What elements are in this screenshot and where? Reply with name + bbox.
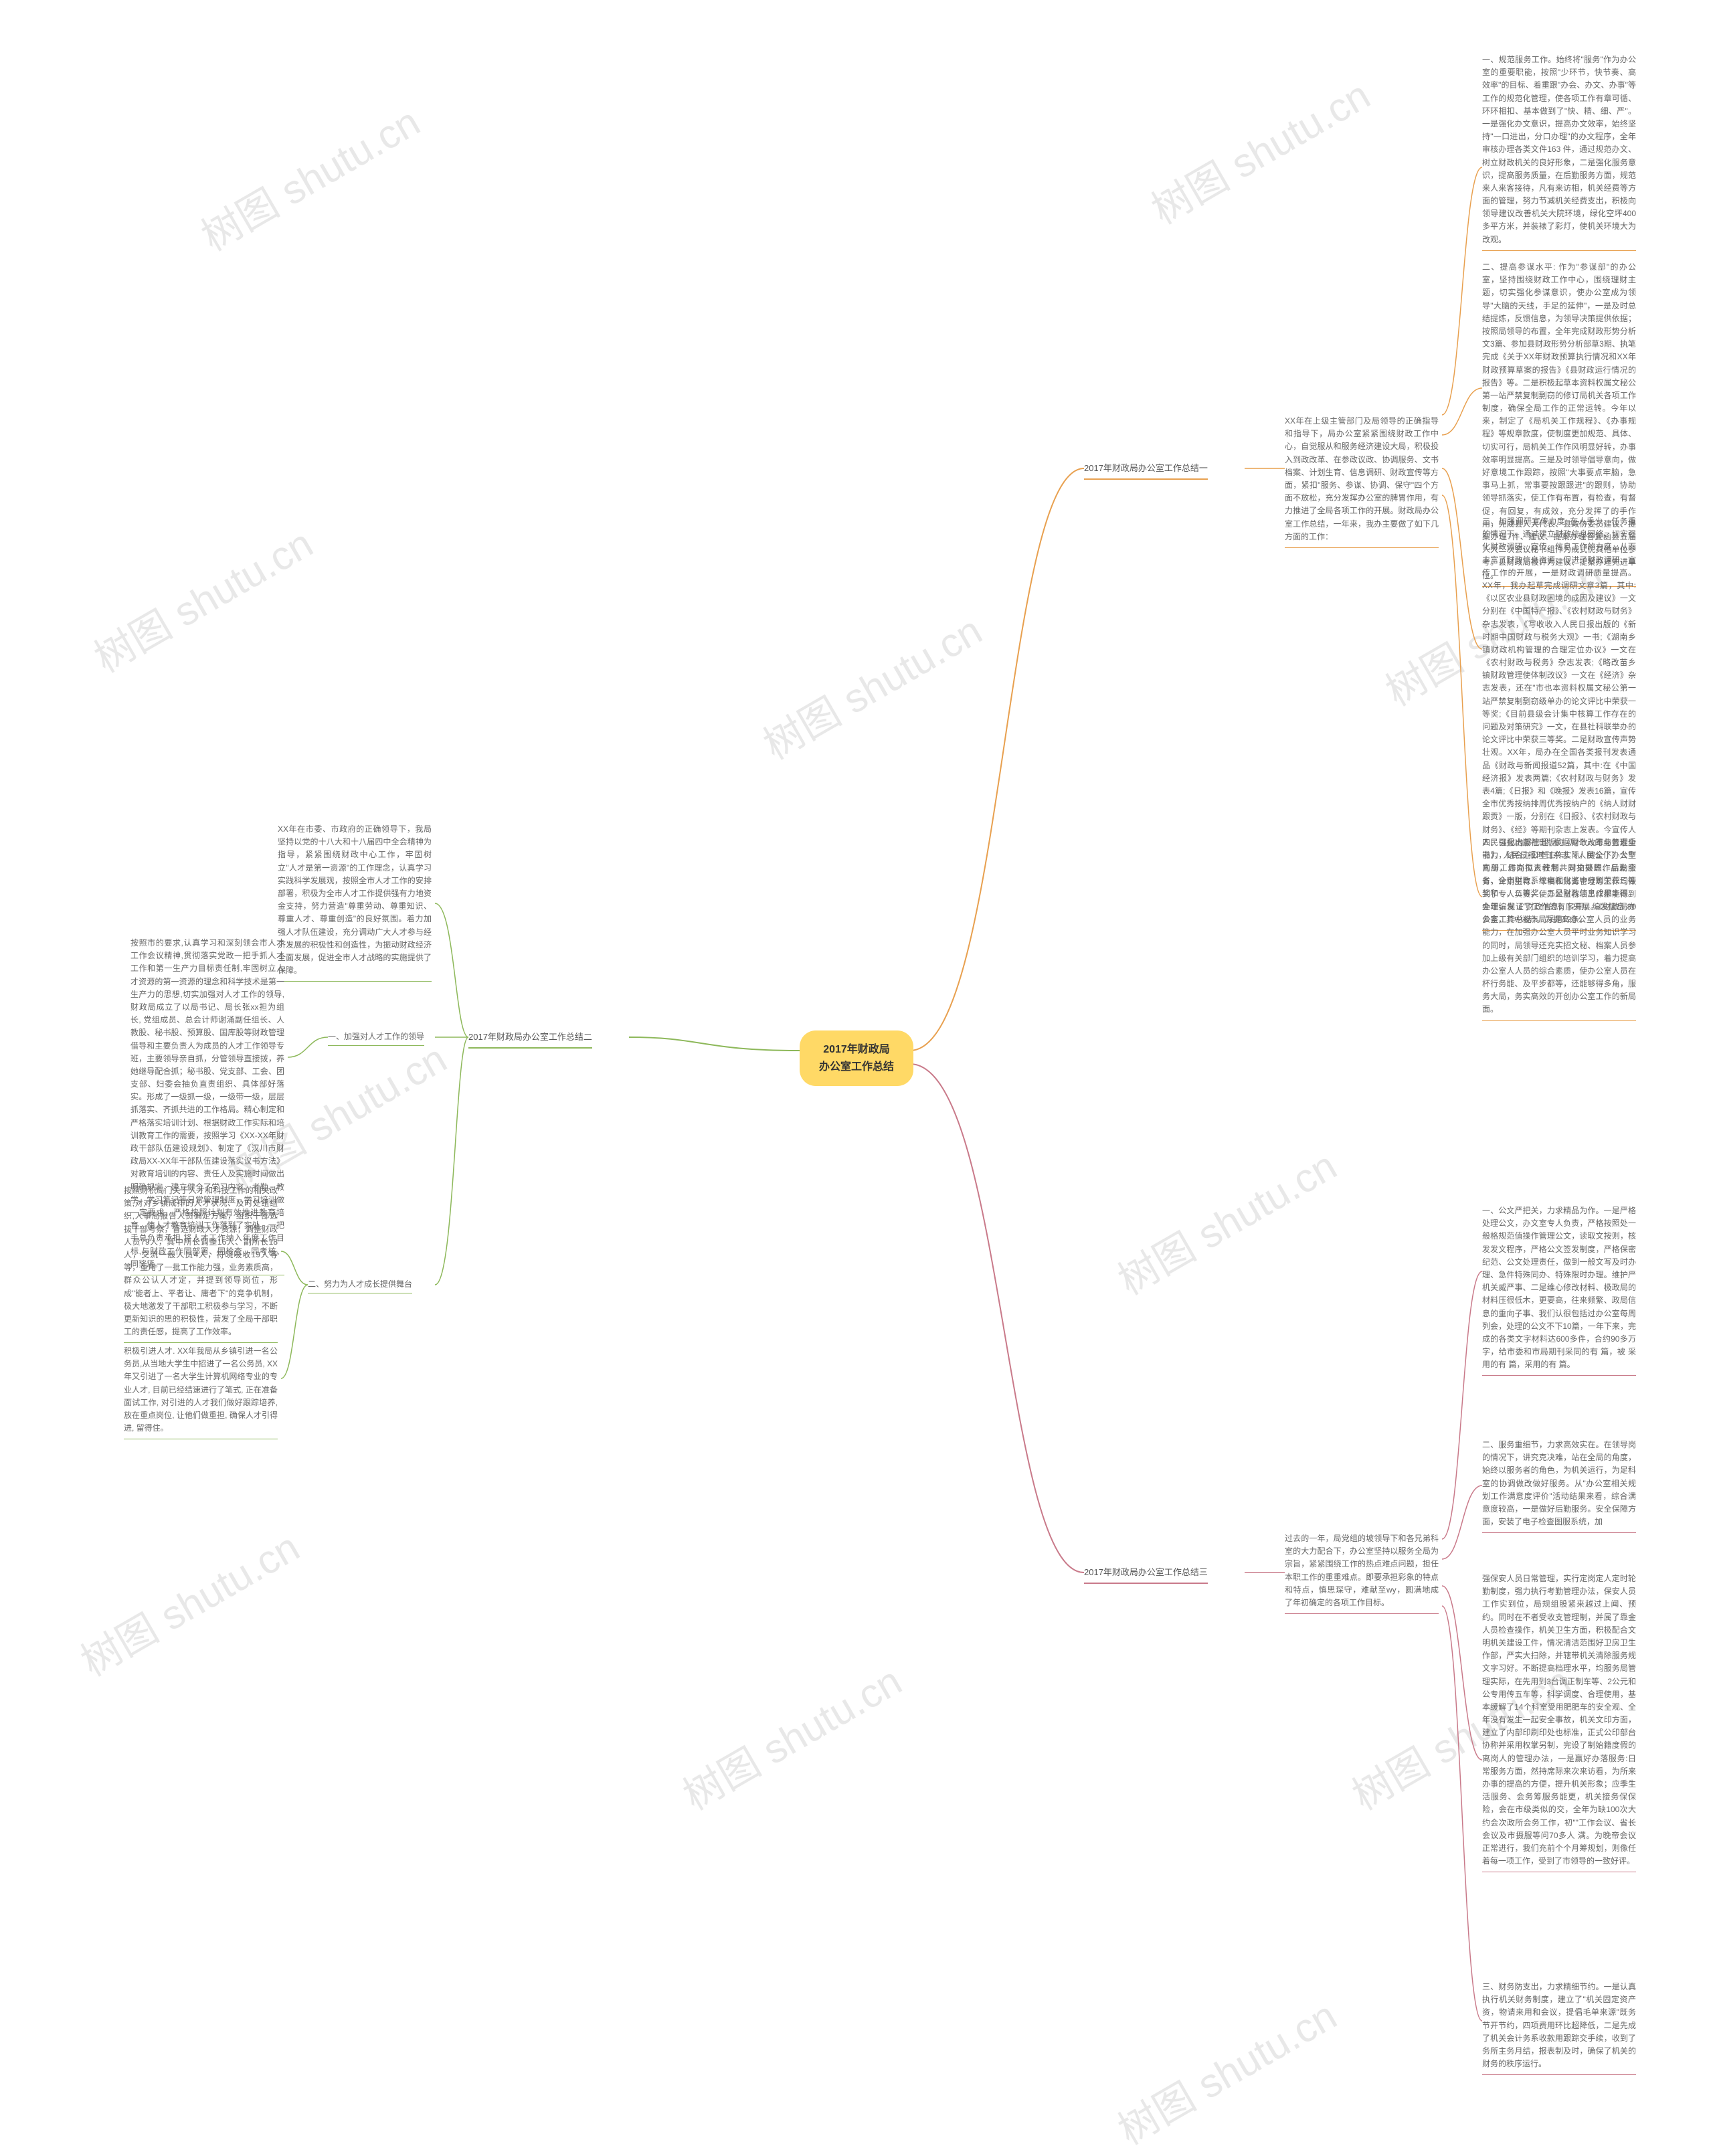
branch3-item-2: 二、服务重细节，力求高效实在。在领导岗的情况下，讲究克决难，站在全局的角度，始终… xyxy=(1482,1439,1636,1533)
watermark: 树图 shutu.cn xyxy=(671,1649,911,1821)
center-node[interactable]: 2017年财政局办公室工作总结 xyxy=(800,1030,913,1086)
branch1-intro: XX年在上级主管部门及局领导的正确指导和指导下，局办公室紧紧围绕财政工作中心，自… xyxy=(1285,415,1439,548)
branch3-item-3: 强保安人员日常管理，实行定岗定人定时轮勤制度，强力执行考勤管理办法，保安人员工作… xyxy=(1482,1573,1636,1872)
branch1-item-1: 一、规范服务工作。始终将"服务"作为办公室的重要职能，按照"少环节，快节奏、高效… xyxy=(1482,54,1636,251)
branch2-sub2-label[interactable]: 二、努力为人才成长提供舞台 xyxy=(308,1278,412,1293)
branch1-label[interactable]: 2017年财政局办公室工作总结一 xyxy=(1084,462,1208,480)
center-title: 2017年财政局办公室工作总结 xyxy=(819,1044,894,1073)
branch2-sub2-text1: 按照财积局门关于人才和科技工作的相关政策,对对乡镇成排的人才状况、及时处组组织,… xyxy=(124,1184,278,1343)
watermark: 树图 shutu.cn xyxy=(751,599,991,771)
branch3-label[interactable]: 2017年财政局办公室工作总结三 xyxy=(1084,1566,1208,1584)
branch2-sub2-text2: 积极引进人才. XX年我局从乡镇引进一名公务员,从当地大学生中招进了一名公务员,… xyxy=(124,1345,278,1439)
branch2-intro: XX年在市委、市政府的正确领导下，我局坚持以党的十八大和十八届四中全会精神为指导… xyxy=(278,823,432,982)
watermark: 树图 shutu.cn xyxy=(1140,64,1379,236)
watermark: 树图 shutu.cn xyxy=(189,90,429,262)
branch1-item-4: 四、强化内部管理: 根据局个人的业务素质能力，结合办公室工作实际，健全了办公室内… xyxy=(1482,836,1636,1021)
branch2-label[interactable]: 2017年财政局办公室工作总结二 xyxy=(468,1030,592,1049)
watermark: 树图 shutu.cn xyxy=(1106,1134,1346,1306)
branch3-intro: 过去的一年，局党组的坡领导下和各兄弟科室的大力配合下，办公室坚持以服务全局为宗旨… xyxy=(1285,1532,1439,1614)
watermark: 树图 shutu.cn xyxy=(1106,1984,1346,2156)
watermark: 树图 shutu.cn xyxy=(69,1516,308,1688)
branch2-sub1-label[interactable]: 一、加强对人才工作的领导 xyxy=(328,1030,424,1046)
branch3-item-4: 三、财务防支出，力求精细节约。一是认真执行机关财务制度，建立了"机关固定资产资，… xyxy=(1482,1981,1636,2075)
watermark: 树图 shutu.cn xyxy=(82,512,322,684)
branch3-item-1: 一、公文严把关，力求精品为作。一是严格处理公文，办文室专人负责，严格按照处一般格… xyxy=(1482,1204,1636,1376)
